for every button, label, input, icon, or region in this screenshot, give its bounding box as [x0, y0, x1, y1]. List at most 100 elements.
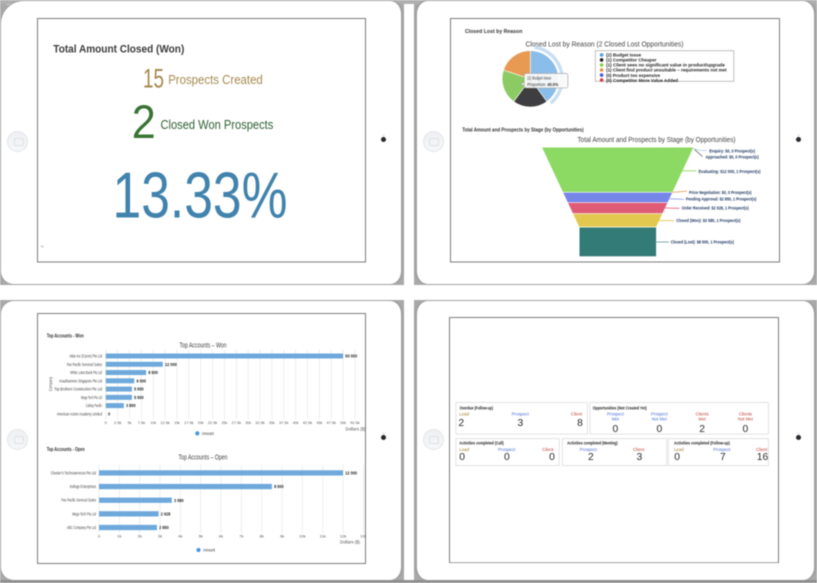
- svg-text:3 800: 3 800: [126, 403, 136, 408]
- svg-text:(1) Client find product unsuit: (1) Client find product unsuitable – req…: [606, 68, 727, 73]
- svg-text:Chester’s Technoservices Pte L: Chester’s Technoservices Pte Ltd: [50, 470, 96, 475]
- svg-text:Lead: Lead: [460, 412, 470, 417]
- svg-text:3: 3: [518, 418, 524, 429]
- svg-text:Opportunities (Not Created Yet: Opportunities (Not Created Yet): [593, 405, 647, 410]
- svg-text:15: 15: [143, 63, 164, 93]
- svg-text:Closed Won Prospects: Closed Won Prospects: [160, 117, 273, 132]
- svg-text:Dollars ($): Dollars ($): [345, 426, 366, 431]
- svg-text:Proportion: 40.0%: Proportion: 40.0%: [527, 82, 558, 87]
- svg-text:Overdue (Follow-up): Overdue (Follow-up): [460, 405, 494, 410]
- svg-text:Prospect: Prospect: [512, 412, 530, 417]
- svg-text:17.5k: 17.5k: [184, 420, 194, 425]
- svg-text:2: 2: [131, 95, 155, 148]
- svg-text:37.5k: 37.5k: [279, 420, 289, 425]
- svg-text:52.5k: 52.5k: [350, 420, 360, 425]
- svg-text:Total Amount Closed (Won): Total Amount Closed (Won): [53, 43, 184, 55]
- svg-text:20k: 20k: [197, 420, 203, 425]
- svg-text:Activities completed (Call): Activities completed (Call): [460, 440, 505, 445]
- svg-text:Amount: Amount: [201, 431, 214, 436]
- svg-text:Approached: $0, 0 Prospect(s): Approached: $0, 0 Prospect(s): [705, 154, 759, 159]
- svg-text:Top Accounts - Won: Top Accounts - Won: [46, 333, 83, 339]
- svg-text:Company: Company: [48, 376, 53, 391]
- svg-text:Clients: Clients: [739, 411, 752, 416]
- svg-text:Activities completed (Follow-u: Activities completed (Follow-up): [674, 440, 730, 445]
- svg-text:47.5k: 47.5k: [326, 420, 336, 425]
- svg-text:Client: Client: [756, 447, 768, 452]
- svg-text:0: 0: [549, 452, 555, 463]
- svg-text:6k: 6k: [218, 533, 222, 538]
- svg-text:Pan Pacific Serviced Suites: Pan Pacific Serviced Suites: [66, 361, 101, 366]
- svg-text:1k: 1k: [117, 533, 121, 538]
- svg-text:Prospect: Prospect: [651, 411, 669, 416]
- svg-text:Lead: Lead: [460, 447, 470, 452]
- svg-text:6 000: 6 000: [136, 378, 146, 383]
- svg-text:8k: 8k: [259, 533, 263, 538]
- svg-text:2: 2: [459, 418, 465, 429]
- svg-text:9k: 9k: [279, 533, 283, 538]
- svg-text:10k: 10k: [299, 533, 305, 538]
- svg-text:42.5k: 42.5k: [302, 420, 312, 425]
- svg-text:Prospect: Prospect: [714, 447, 732, 452]
- svg-text:12 000: 12 000: [345, 470, 357, 475]
- svg-text:3: 3: [637, 452, 643, 463]
- svg-text:Activities completed (Meeting): Activities completed (Meeting): [567, 440, 618, 445]
- svg-text:Krauthammer Singapore Pte Ltd: Krauthammer Singapore Pte Ltd: [59, 378, 102, 383]
- svg-text:3k: 3k: [157, 533, 161, 538]
- svg-text:Enquiry: $0, 0 Prospect(s): Enquiry: $0, 0 Prospect(s): [709, 148, 755, 153]
- svg-text:5 500: 5 500: [134, 386, 144, 391]
- svg-text:15k: 15k: [174, 420, 180, 425]
- svg-text:4k: 4k: [178, 533, 182, 538]
- svg-text:Kellogs Enterprises: Kellogs Enterprises: [69, 484, 95, 489]
- svg-text:Amount: Amount: [203, 547, 216, 552]
- svg-text:0: 0: [613, 424, 619, 435]
- svg-text:Clients: Clients: [696, 411, 709, 416]
- svg-text:Prospect: Prospect: [580, 447, 598, 452]
- svg-text:Prospect: Prospect: [607, 411, 625, 416]
- svg-text:7: 7: [720, 452, 726, 463]
- svg-text:22.5k: 22.5k: [207, 420, 217, 425]
- svg-text:5k: 5k: [198, 533, 202, 538]
- svg-text:32.5k: 32.5k: [255, 420, 264, 425]
- svg-text:Closed (Won): $3 580, 1 Prospe: Closed (Won): $3 580, 1 Prospect(s): [676, 218, 741, 223]
- svg-text:25k: 25k: [221, 420, 227, 425]
- svg-text:2 928: 2 928: [160, 511, 170, 516]
- svg-text:Met: Met: [612, 416, 620, 421]
- svg-text:Order Received: $2 928, 1 Pros: Order Received: $2 928, 1 Prospect(s): [681, 206, 748, 211]
- svg-text:10k: 10k: [150, 420, 156, 425]
- svg-text:Prospect: Prospect: [498, 447, 516, 452]
- svg-text:Client: Client: [633, 447, 645, 452]
- svg-text:0: 0: [104, 420, 107, 425]
- svg-text:Pan Pacific Serviced Suites: Pan Pacific Serviced Suites: [61, 497, 96, 502]
- svg-text:Prospects Created: Prospects Created: [168, 72, 263, 87]
- svg-text:Client: Client: [571, 412, 583, 417]
- svg-text:0: 0: [675, 452, 681, 463]
- svg-text:Evaluating: $12 000, 1 Prospec: Evaluating: $12 000, 1 Prospect(s): [698, 169, 760, 174]
- svg-text:12k: 12k: [339, 533, 345, 538]
- svg-text:Dollars ($): Dollars ($): [340, 539, 361, 544]
- svg-text:Pending Approval: $2 850, 1 Pr: Pending Approval: $2 850, 1 Prospect(s): [685, 197, 756, 202]
- svg-text:11k: 11k: [319, 533, 325, 538]
- svg-text:45k: 45k: [316, 420, 322, 425]
- svg-text:8 500: 8 500: [274, 484, 284, 489]
- svg-text:27.5k: 27.5k: [231, 420, 241, 425]
- svg-text:(1) Client sees no significant: (1) Client sees no significant value in …: [606, 63, 725, 68]
- svg-text:16: 16: [757, 452, 769, 463]
- svg-text:40k: 40k: [292, 420, 298, 425]
- svg-text:0: 0: [97, 533, 100, 538]
- svg-text:(2) Budget Issue: (2) Budget Issue: [527, 76, 551, 81]
- svg-text:5 500: 5 500: [134, 394, 144, 399]
- svg-text:Top Brothers Construction Pte: Top Brothers Construction Pte Ltd: [54, 386, 102, 391]
- svg-text:Cathay Pacific: Cathay Pacific: [85, 403, 101, 408]
- svg-text:2: 2: [588, 452, 594, 463]
- svg-text:Top Accounts – Open: Top Accounts – Open: [178, 452, 227, 461]
- svg-text:50 000: 50 000: [345, 353, 357, 358]
- svg-text:0: 0: [743, 424, 749, 435]
- svg-text:5k: 5k: [127, 420, 131, 425]
- svg-text:12 000: 12 000: [164, 361, 176, 366]
- svg-text:13.33%: 13.33%: [112, 159, 287, 232]
- svg-text:(1) Competitor Cheaper: (1) Competitor Cheaper: [606, 58, 657, 63]
- svg-text:Closed Lost by Reason: Closed Lost by Reason: [465, 29, 522, 35]
- svg-text:American Actors Academy Limite: American Actors Academy Limited: [56, 411, 102, 416]
- svg-text:2.5k: 2.5k: [113, 420, 121, 425]
- svg-text:ABC Company Pte Ltd: ABC Company Pte Ltd: [66, 525, 96, 530]
